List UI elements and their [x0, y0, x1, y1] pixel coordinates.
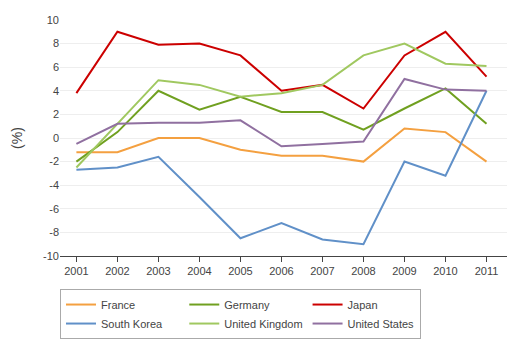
svg-text:2: 2: [53, 108, 59, 120]
svg-text:2005: 2005: [228, 265, 252, 277]
svg-text:(%): (%): [9, 127, 25, 149]
svg-text:France: France: [101, 299, 135, 311]
svg-text:10: 10: [47, 14, 59, 26]
svg-text:-10: -10: [43, 250, 59, 262]
svg-text:Germany: Germany: [224, 299, 270, 311]
svg-text:United States: United States: [348, 318, 415, 330]
svg-text:2002: 2002: [105, 265, 129, 277]
svg-text:-4: -4: [49, 179, 59, 191]
svg-text:South Korea: South Korea: [101, 318, 163, 330]
svg-text:2001: 2001: [64, 265, 88, 277]
svg-text:-2: -2: [49, 155, 59, 167]
svg-text:0: 0: [53, 132, 59, 144]
svg-text:2007: 2007: [310, 265, 334, 277]
svg-text:2008: 2008: [351, 265, 375, 277]
svg-text:2006: 2006: [269, 265, 293, 277]
svg-text:2003: 2003: [146, 265, 170, 277]
svg-text:2010: 2010: [433, 265, 457, 277]
svg-text:-8: -8: [49, 226, 59, 238]
svg-text:2004: 2004: [187, 265, 211, 277]
svg-text:-6: -6: [49, 203, 59, 215]
svg-text:Japan: Japan: [348, 299, 378, 311]
svg-text:6: 6: [53, 61, 59, 73]
svg-text:2009: 2009: [392, 265, 416, 277]
svg-text:4: 4: [53, 85, 59, 97]
svg-text:8: 8: [53, 37, 59, 49]
svg-text:2011: 2011: [475, 265, 499, 277]
svg-text:United Kingdom: United Kingdom: [224, 318, 302, 330]
